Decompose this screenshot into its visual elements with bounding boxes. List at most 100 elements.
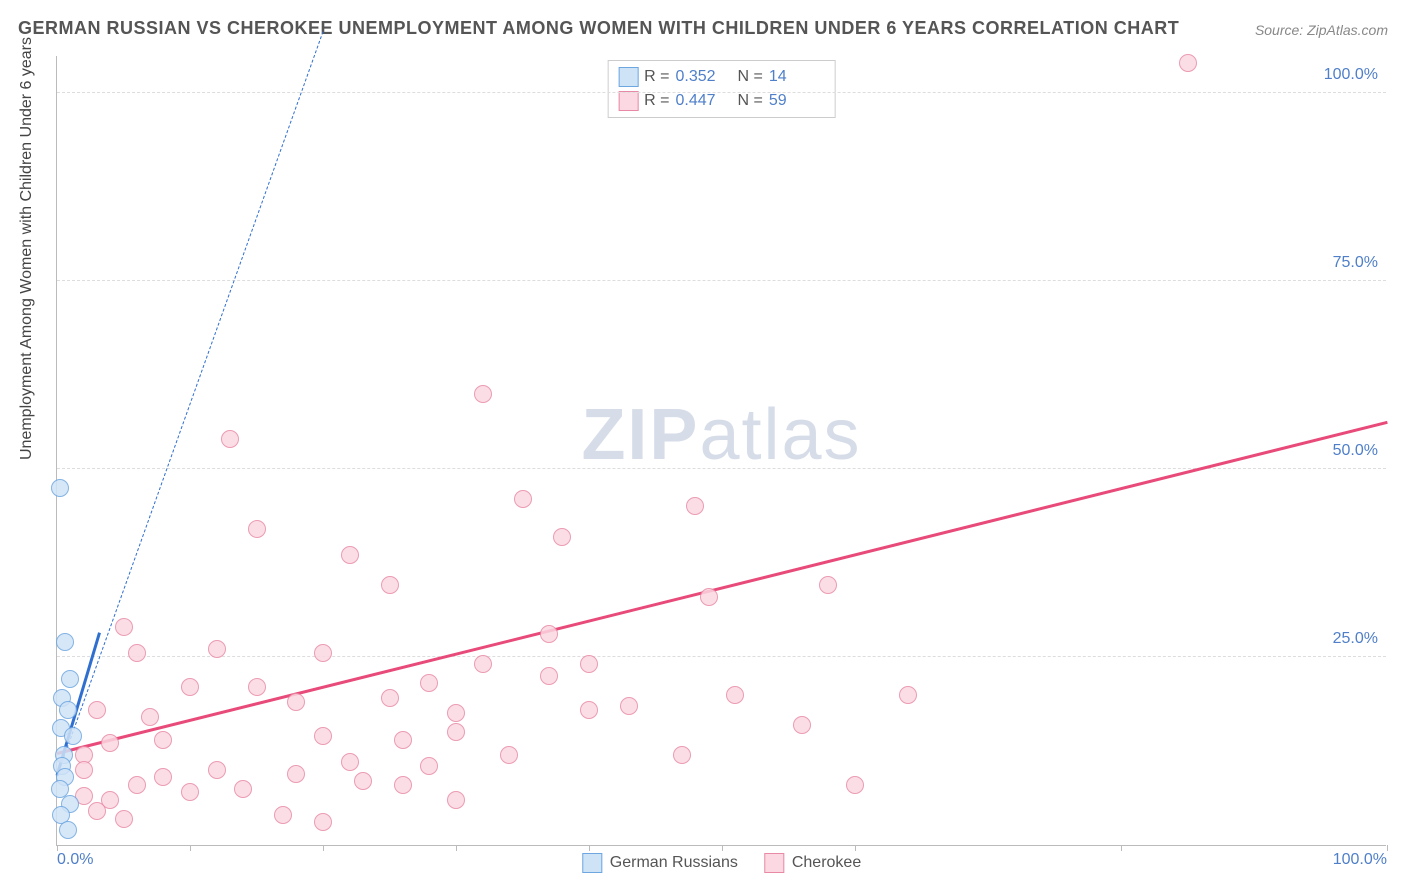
data-point-cherokee (141, 708, 159, 726)
data-point-cherokee (700, 588, 718, 606)
y-tick-label: 25.0% (1333, 630, 1378, 648)
data-point-cherokee (793, 716, 811, 734)
y-tick-label: 75.0% (1333, 254, 1378, 272)
legend-label: Cherokee (792, 854, 861, 872)
gridline (57, 468, 1386, 469)
correlation-legend: R =0.352N =14R =0.447N =59 (607, 60, 836, 118)
x-tick-mark (1121, 845, 1122, 851)
watermark-atlas: atlas (699, 395, 861, 475)
data-point-cherokee (314, 644, 332, 662)
data-point-cherokee (1179, 54, 1197, 72)
x-tick-label: 0.0% (57, 851, 93, 869)
data-point-cherokee (447, 791, 465, 809)
x-tick-mark (1387, 845, 1388, 851)
data-point-cherokee (540, 625, 558, 643)
x-tick-mark (190, 845, 191, 851)
data-point-cherokee (447, 723, 465, 741)
x-tick-mark (589, 845, 590, 851)
scatter-plot: ZIPatlas R =0.352N =14R =0.447N =59 Germ… (56, 56, 1386, 846)
data-point-cherokee (208, 761, 226, 779)
data-point-cherokee (154, 768, 172, 786)
data-point-cherokee (447, 704, 465, 722)
data-point-cherokee (726, 686, 744, 704)
data-point-cherokee (314, 813, 332, 831)
watermark: ZIPatlas (581, 394, 861, 476)
data-point-cherokee (221, 430, 239, 448)
data-point-cherokee (234, 780, 252, 798)
series-legend: German Russians Cherokee (582, 853, 861, 873)
data-point-german-russian (61, 670, 79, 688)
data-point-cherokee (274, 806, 292, 824)
x-tick-label: 100.0% (1333, 851, 1387, 869)
data-point-cherokee (115, 618, 133, 636)
data-point-cherokee (394, 731, 412, 749)
n-label: N = (738, 92, 763, 110)
data-point-cherokee (899, 686, 917, 704)
data-point-cherokee (381, 689, 399, 707)
legend-row: R = 0.352 N = 14 (618, 65, 825, 89)
y-tick-label: 100.0% (1324, 66, 1378, 84)
gridline (57, 280, 1386, 281)
data-point-cherokee (580, 701, 598, 719)
source-label: Source: ZipAtlas.com (1255, 22, 1388, 38)
data-point-german-russian (56, 633, 74, 651)
trend-line (57, 421, 1388, 755)
legend-swatch (764, 853, 784, 873)
data-point-cherokee (208, 640, 226, 658)
data-point-cherokee (686, 497, 704, 515)
data-point-cherokee (314, 727, 332, 745)
data-point-cherokee (553, 528, 571, 546)
data-point-cherokee (474, 385, 492, 403)
legend-swatch (582, 853, 602, 873)
data-point-cherokee (846, 776, 864, 794)
legend-swatch (618, 91, 638, 111)
r-label: R = (644, 68, 669, 86)
data-point-german-russian (59, 821, 77, 839)
x-tick-mark (323, 845, 324, 851)
data-point-cherokee (394, 776, 412, 794)
gridline (57, 92, 1386, 93)
data-point-german-russian (64, 727, 82, 745)
data-point-cherokee (154, 731, 172, 749)
legend-item: Cherokee (764, 853, 861, 873)
r-label: R = (644, 92, 669, 110)
data-point-cherokee (341, 753, 359, 771)
data-point-german-russian (51, 479, 69, 497)
data-point-cherokee (420, 757, 438, 775)
data-point-cherokee (181, 678, 199, 696)
data-point-cherokee (101, 734, 119, 752)
n-value: 14 (769, 68, 825, 86)
data-point-cherokee (540, 667, 558, 685)
data-point-cherokee (248, 678, 266, 696)
data-point-cherokee (673, 746, 691, 764)
data-point-cherokee (75, 761, 93, 779)
y-axis-label: Unemployment Among Women with Children U… (18, 37, 36, 460)
data-point-cherokee (354, 772, 372, 790)
n-label: N = (738, 68, 763, 86)
y-tick-label: 50.0% (1333, 442, 1378, 460)
data-point-cherokee (115, 810, 133, 828)
r-value: 0.352 (676, 68, 732, 86)
data-point-cherokee (500, 746, 518, 764)
data-point-cherokee (88, 701, 106, 719)
chart-title: GERMAN RUSSIAN VS CHEROKEE UNEMPLOYMENT … (18, 18, 1179, 39)
data-point-cherokee (341, 546, 359, 564)
data-point-cherokee (248, 520, 266, 538)
trend-line (57, 32, 324, 777)
data-point-cherokee (287, 693, 305, 711)
data-point-cherokee (181, 783, 199, 801)
data-point-cherokee (474, 655, 492, 673)
x-tick-mark (722, 845, 723, 851)
x-tick-mark (855, 845, 856, 851)
data-point-cherokee (620, 697, 638, 715)
data-point-cherokee (381, 576, 399, 594)
data-point-cherokee (580, 655, 598, 673)
data-point-cherokee (420, 674, 438, 692)
x-tick-mark (456, 845, 457, 851)
data-point-cherokee (88, 802, 106, 820)
data-point-cherokee (287, 765, 305, 783)
data-point-cherokee (128, 644, 146, 662)
data-point-cherokee (128, 776, 146, 794)
legend-label: German Russians (610, 854, 738, 872)
legend-item: German Russians (582, 853, 738, 873)
